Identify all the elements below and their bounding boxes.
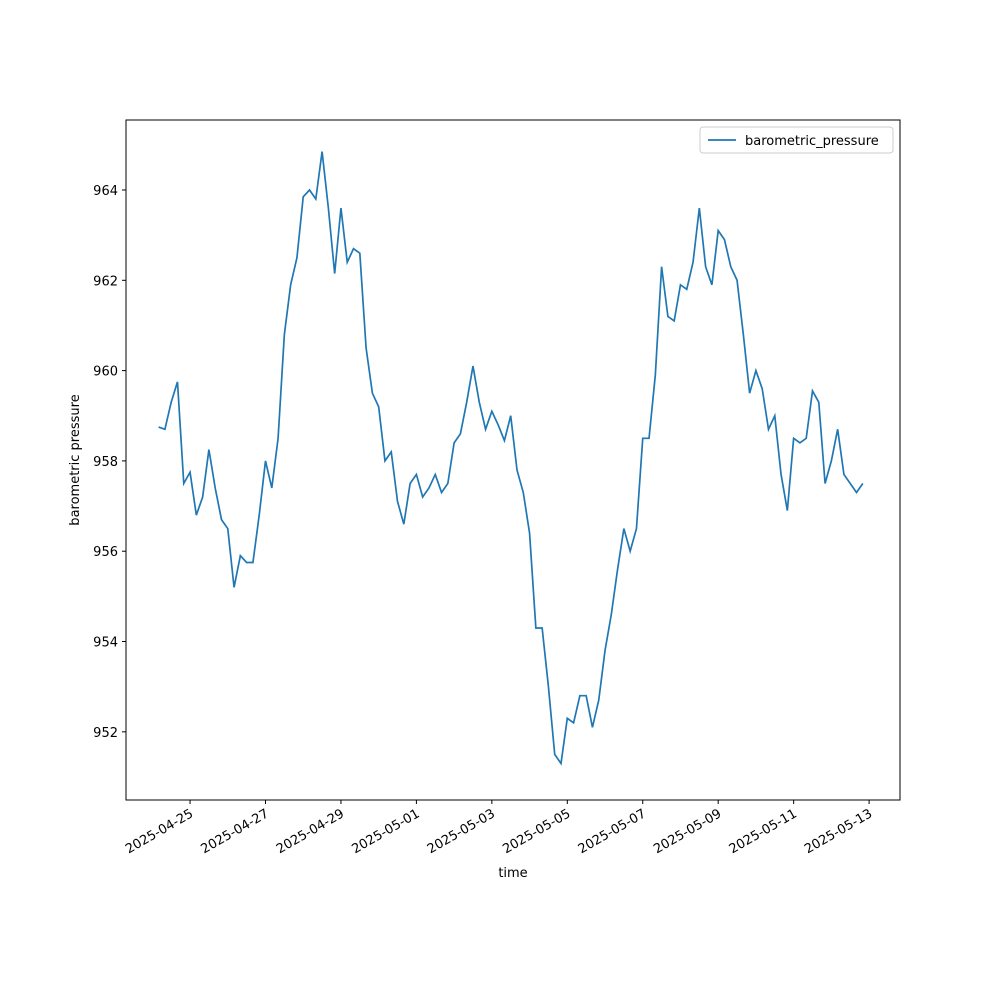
x-axis-label: time xyxy=(498,866,527,881)
y-tick-label: 954 xyxy=(93,636,118,651)
legend-box xyxy=(699,126,894,154)
x-tick-label: 2025-05-05 xyxy=(500,806,573,857)
x-tick-label: 2025-05-03 xyxy=(425,806,498,857)
y-axis-label: barometric pressure xyxy=(68,394,83,525)
plot-frame xyxy=(125,119,901,801)
y-tick-label: 956 xyxy=(93,545,118,560)
y-tick-label: 958 xyxy=(93,455,118,470)
x-tick-label: 2025-05-13 xyxy=(802,806,875,857)
line-series xyxy=(158,151,864,766)
x-tick-label: 2025-05-07 xyxy=(576,806,649,857)
x-tick-label: 2025-05-09 xyxy=(651,806,724,857)
legend-label: barometric_pressure xyxy=(745,134,879,149)
x-tick-label: 2025-04-25 xyxy=(123,806,196,857)
y-tick-label: 962 xyxy=(93,274,118,289)
x-tick-label: 2025-04-27 xyxy=(199,806,272,857)
x-tick-label: 2025-05-11 xyxy=(727,806,800,857)
x-tick-label: 2025-05-01 xyxy=(349,806,422,857)
y-tick-label: 952 xyxy=(93,726,118,741)
y-tick-label: 960 xyxy=(93,365,118,380)
x-tick-label: 2025-04-29 xyxy=(274,806,347,857)
y-tick-label: 964 xyxy=(93,184,118,199)
